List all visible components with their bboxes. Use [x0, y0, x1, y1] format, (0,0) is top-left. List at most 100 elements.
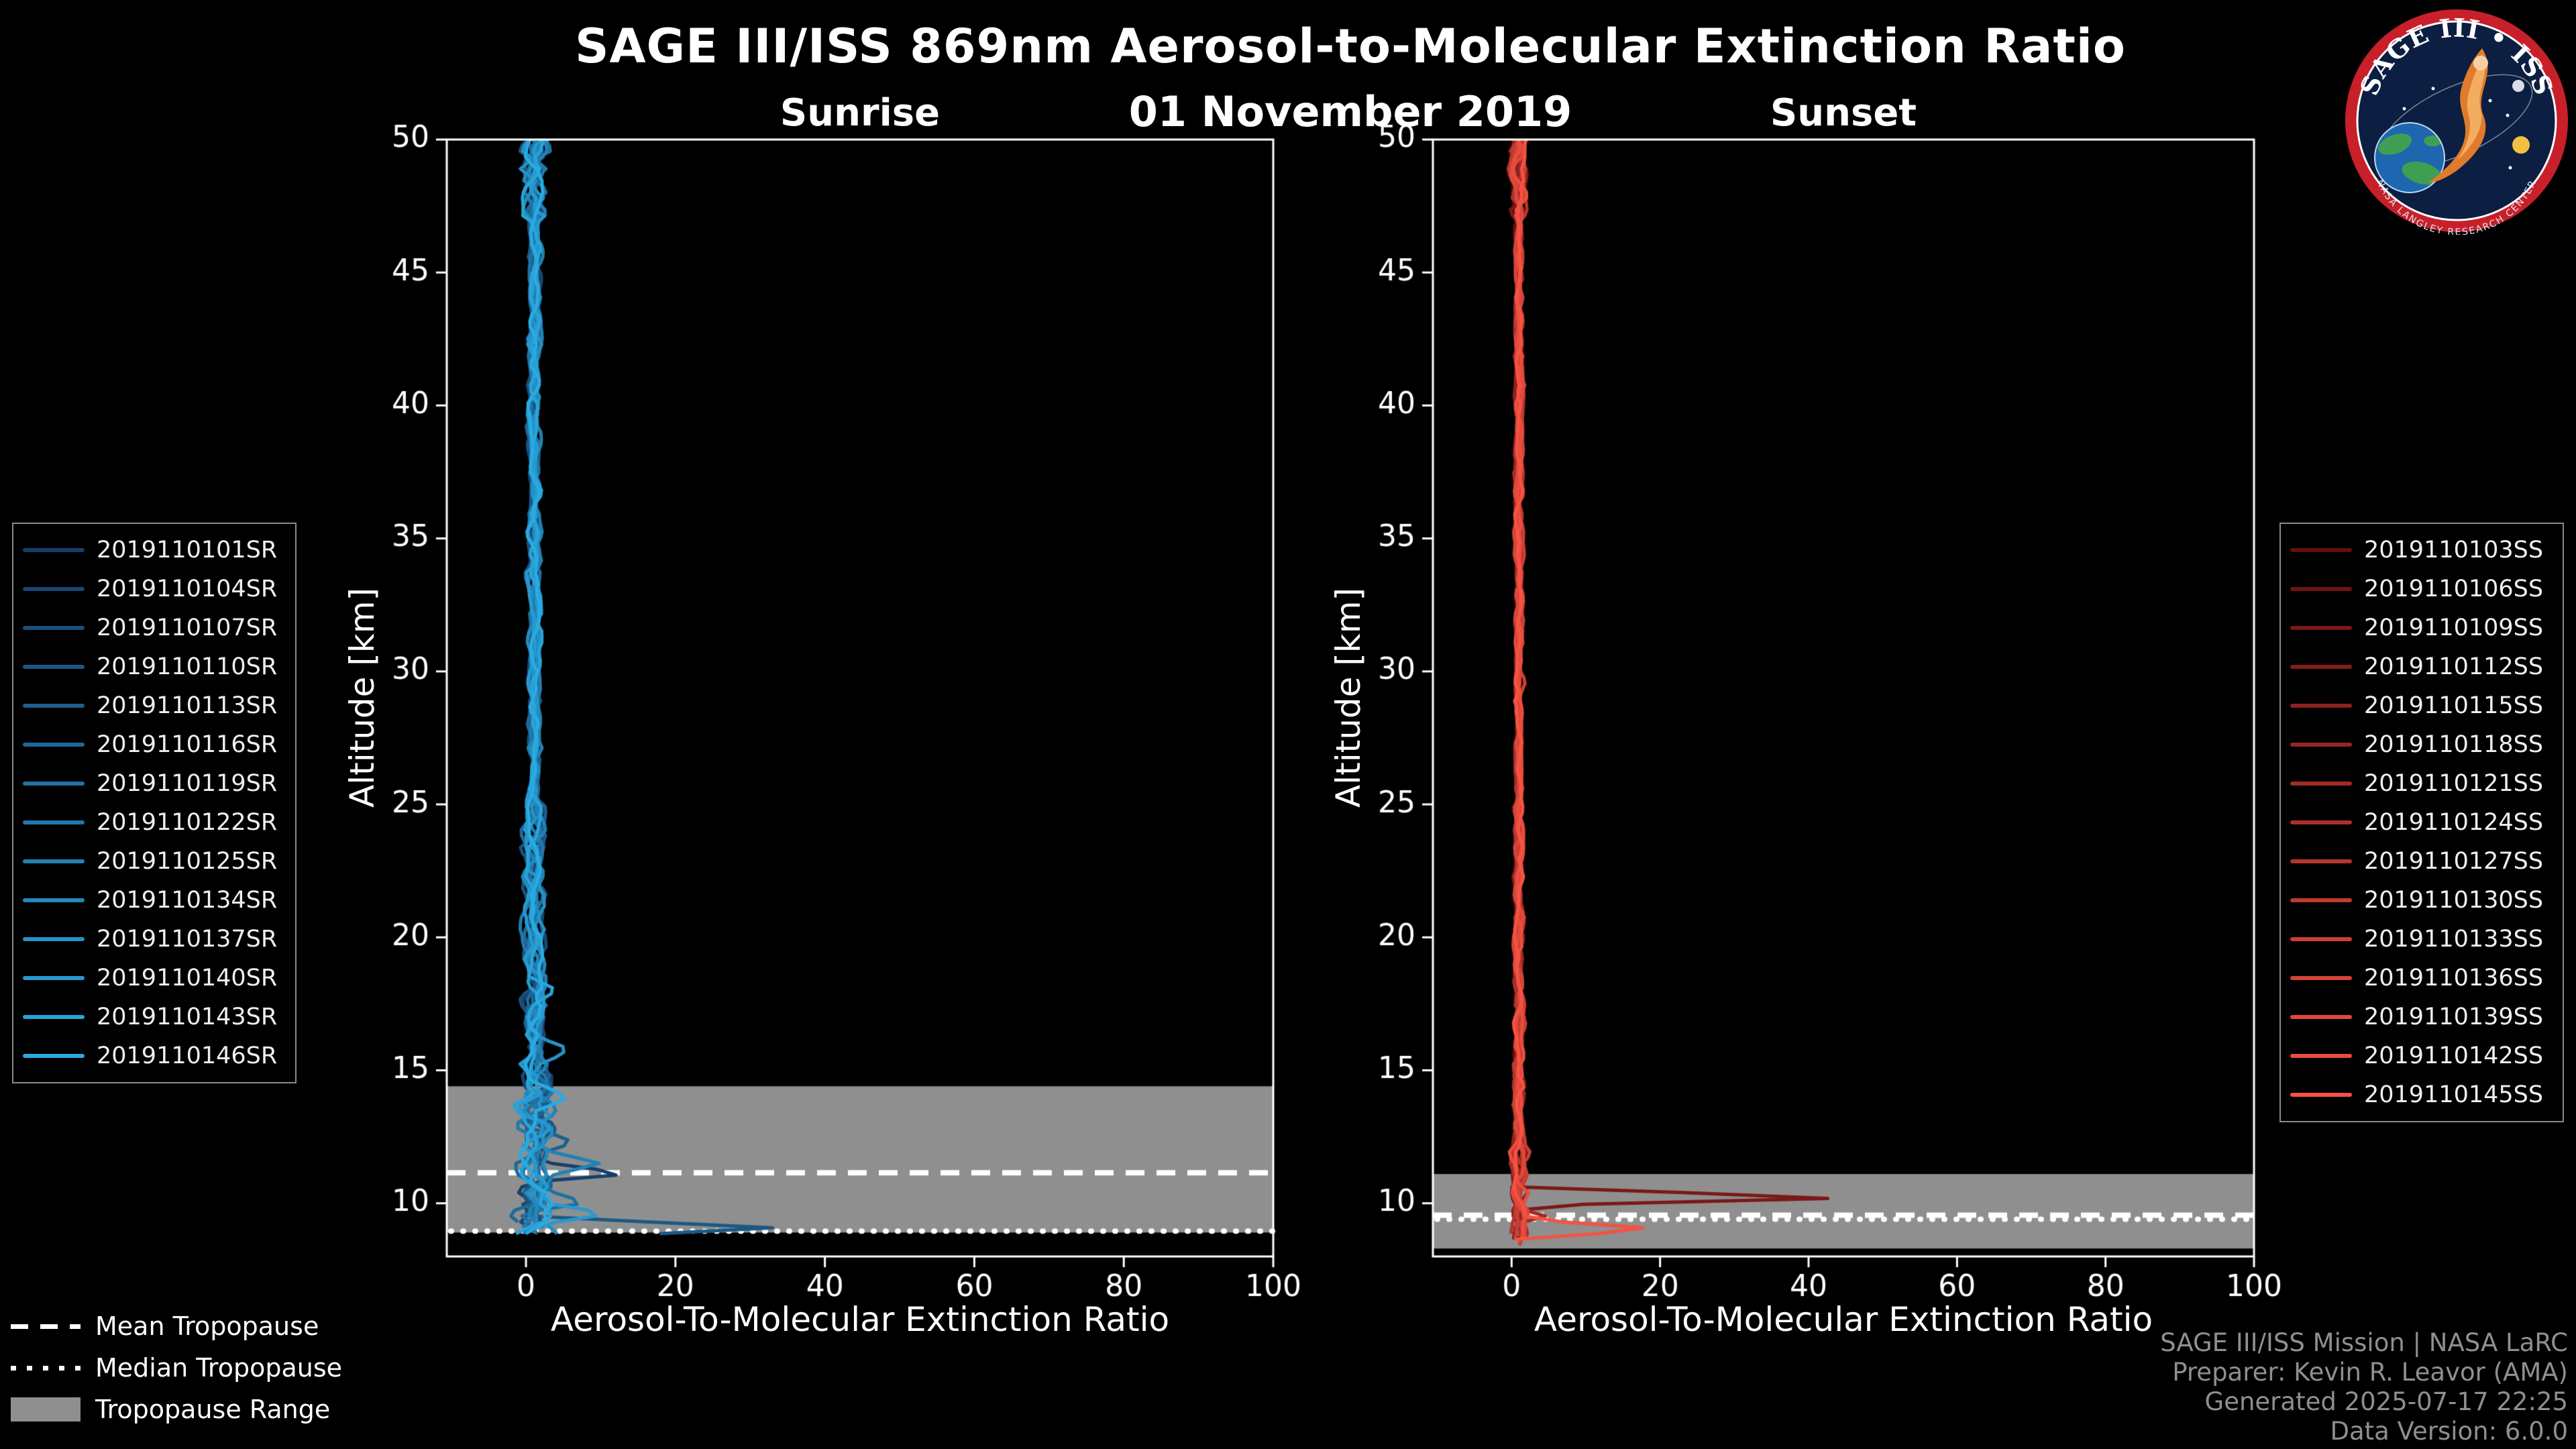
legend-label: 2019110139SS [2364, 1004, 2544, 1030]
legend-label: 2019110134SR [97, 887, 278, 914]
legend-line-swatch [23, 976, 85, 980]
legend-label: 2019110110SR [97, 653, 278, 680]
legend-label: 2019110133SS [2364, 926, 2544, 953]
legend-item: 2019110116SR [23, 725, 286, 764]
legend-line-swatch [2290, 859, 2352, 863]
legend-item: 2019110104SR [23, 570, 286, 608]
sunset-series-legend: 2019110103SS 2019110106SS 2019110109SS 2019… [2279, 523, 2564, 1122]
legend-line-swatch [2290, 743, 2352, 747]
logo-sun [2512, 136, 2530, 154]
legend-label: 2019110142SS [2364, 1042, 2544, 1069]
legend-label: 2019110136SS [2364, 965, 2544, 991]
tropopause-legend-label: Tropopause Range [95, 1395, 331, 1424]
legend-item: 2019110103SS [2290, 531, 2553, 570]
legend-label: 2019110124SS [2364, 809, 2544, 836]
legend-label: 2019110146SR [97, 1042, 278, 1069]
legend-line-swatch [2290, 548, 2352, 552]
legend-item: 2019110130SS [2290, 881, 2553, 920]
legend-label: 2019110113SR [97, 692, 278, 719]
credit-line: SAGE III/ISS Mission | NASA LaRC [2160, 1328, 2568, 1357]
patch-swatch [11, 1397, 80, 1421]
sunset-xaxis-label: Aerosol-To-Molecular Extinction Ratio [1534, 1300, 2153, 1339]
tropopause-legend-item: Tropopause Range [11, 1389, 342, 1430]
legend-label: 2019110116SR [97, 731, 278, 758]
sunrise-series-legend: 2019110101SR 2019110104SR 2019110107SR 2019… [12, 523, 297, 1083]
legend-line-swatch [2290, 1093, 2352, 1097]
legend-item: 2019110143SR [23, 998, 286, 1036]
legend-item: 2019110107SR [23, 608, 286, 647]
legend-label: 2019110145SS [2364, 1081, 2544, 1108]
legend-line-swatch [2290, 898, 2352, 902]
legend-label: 2019110118SS [2364, 731, 2544, 758]
legend-item: 2019110101SR [23, 531, 286, 570]
legend-label: 2019110137SR [97, 926, 278, 953]
legend-label: 2019110122SR [97, 809, 278, 836]
dotted-swatch [11, 1365, 80, 1371]
legend-line-swatch [2290, 937, 2352, 941]
legend-line-swatch [23, 743, 85, 747]
legend-label: 2019110140SR [97, 965, 278, 991]
tropopause-legend-label: Median Tropopause [95, 1353, 342, 1383]
legend-label: 2019110115SS [2364, 692, 2544, 719]
logo-stars [2402, 87, 2512, 170]
legend-line-swatch [2290, 1015, 2352, 1019]
legend-item: 2019110127SS [2290, 842, 2553, 881]
legend-item: 2019110124SS [2290, 803, 2553, 842]
tropopause-legend-item: Median Tropopause [11, 1347, 342, 1389]
legend-item: 2019110106SS [2290, 570, 2553, 608]
figure-title: SAGE III/ISS 869nm Aerosol-to-Molecular … [575, 19, 2126, 74]
legend-item: 2019110139SS [2290, 998, 2553, 1036]
legend-label: 2019110121SS [2364, 770, 2544, 797]
legend-item: 2019110146SR [23, 1036, 286, 1075]
legend-item: 2019110118SS [2290, 725, 2553, 764]
sage-iii-iss-logo: SAGE III • ISS NASA LANGLEY RESEARCH CEN… [2345, 9, 2568, 235]
legend-label: 2019110119SR [97, 770, 278, 797]
legend-line-swatch [2290, 782, 2352, 786]
legend-item: 2019110136SS [2290, 959, 2553, 998]
sunrise-panel-title: Sunrise [780, 91, 941, 135]
legend-item: 2019110109SS [2290, 608, 2553, 647]
legend-label: 2019110109SS [2364, 614, 2544, 641]
legend-label: 2019110112SS [2364, 653, 2544, 680]
legend-label: 2019110101SR [97, 537, 278, 564]
legend-item: 2019110134SR [23, 881, 286, 920]
legend-line-swatch [2290, 626, 2352, 630]
legend-item: 2019110110SR [23, 647, 286, 686]
legend-line-swatch [23, 782, 85, 786]
legend-item: 2019110122SR [23, 803, 286, 842]
tropopause-legend-label: Mean Tropopause [95, 1311, 319, 1341]
legend-line-swatch [23, 665, 85, 669]
legend-item: 2019110133SS [2290, 920, 2553, 959]
sunrise-xaxis-label: Aerosol-To-Molecular Extinction Ratio [550, 1300, 1170, 1339]
legend-line-swatch [2290, 820, 2352, 824]
legend-label: 2019110125SR [97, 848, 278, 875]
legend-line-swatch [2290, 704, 2352, 708]
legend-item: 2019110112SS [2290, 647, 2553, 686]
legend-line-swatch [2290, 665, 2352, 669]
logo-earth-rim [2374, 122, 2445, 193]
logo-earth-continents [2378, 133, 2443, 185]
legend-item: 2019110121SS [2290, 764, 2553, 803]
legend-line-swatch [2290, 587, 2352, 591]
legend-line-swatch [2290, 976, 2352, 980]
legend-item: 2019110142SS [2290, 1036, 2553, 1075]
legend-item: 2019110119SR [23, 764, 286, 803]
logo-figure [2428, 48, 2488, 182]
legend-label: 2019110107SR [97, 614, 278, 641]
legend-line-swatch [23, 859, 85, 863]
legend-label: 2019110130SS [2364, 887, 2544, 914]
legend-line-swatch [23, 898, 85, 902]
credits-block: SAGE III/ISS Mission | NASA LaRC Preparer… [2160, 1328, 2568, 1446]
legend-item: 2019110125SR [23, 842, 286, 881]
legend-item: 2019110145SS [2290, 1075, 2553, 1114]
legend-label: 2019110106SS [2364, 576, 2544, 602]
sunset-panel-title: Sunset [1770, 91, 1917, 135]
legend-line-swatch [23, 1015, 85, 1019]
legend-label: 2019110143SR [97, 1004, 278, 1030]
logo-moon [2512, 80, 2524, 92]
legend-line-swatch [23, 937, 85, 941]
dashed-swatch [11, 1324, 80, 1329]
legend-line-swatch [23, 626, 85, 630]
sunset-yaxis-label: Altitude [km] [1329, 588, 1368, 808]
sunrise-yaxis-label: Altitude [km] [343, 588, 382, 808]
